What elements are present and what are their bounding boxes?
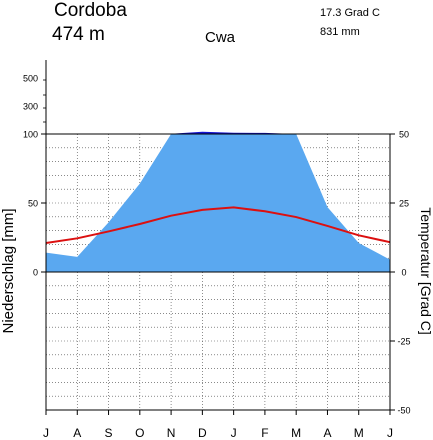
x-tick-label: J [231, 426, 237, 440]
y-left-tick-label: 50 [28, 199, 38, 209]
y-right-tick-label: 25 [399, 199, 409, 209]
y-left-tick-label: 0 [33, 268, 38, 278]
climate-class: Cwa [205, 29, 236, 46]
y-left-tick-label: 100 [23, 130, 38, 140]
x-tick-label: F [261, 426, 268, 440]
x-tick-label: A [323, 426, 331, 440]
annual-temperature: 17.3 Grad C [320, 7, 380, 19]
x-tick-label: N [167, 426, 176, 440]
x-tick-label: M [354, 426, 364, 440]
y-right-tick-label: 50 [399, 130, 409, 140]
x-tick-label: J [387, 426, 393, 440]
y-right-tick-label: 0 [401, 268, 406, 278]
x-tick-label: J [43, 426, 49, 440]
station-elevation: 474 m [52, 24, 105, 45]
station-name: Cordoba [54, 0, 127, 21]
plot-area [45, 131, 391, 272]
y-axis-right-label: Temperatur [Grad C] [418, 207, 433, 335]
x-tick-label: M [291, 426, 301, 440]
x-tick-label: A [73, 426, 81, 440]
axes: 0 50 100 300 500 50 25 0 -25 -50 J A S O N D J F M A M J [23, 60, 411, 440]
y-left-tick-label: 500 [23, 74, 38, 84]
temperature-line [45, 206, 391, 245]
x-tick-label: D [198, 426, 207, 440]
precipitation-excess-area [139, 131, 297, 134]
annual-precipitation: 831 mm [320, 26, 360, 38]
y-right-tick-label: -50 [397, 406, 410, 416]
x-tick-label: S [105, 426, 113, 440]
x-tick-label: O [135, 426, 144, 440]
y-axis-left-label: Niederschlag [mm] [0, 208, 17, 333]
precipitation-area [46, 134, 390, 272]
y-left-tick-label: 300 [23, 102, 38, 112]
y-right-tick-label: -25 [397, 337, 410, 347]
